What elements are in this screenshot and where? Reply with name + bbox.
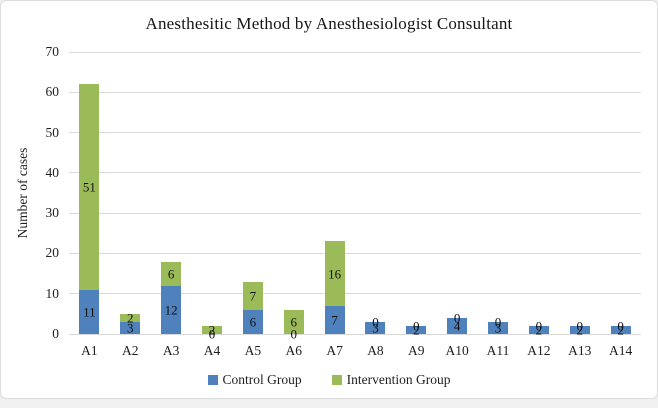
- intervention-segment-A6: [283, 309, 304, 334]
- control-segment-A7: [324, 305, 345, 334]
- gridline-50: [69, 132, 641, 134]
- y-tick-label-70: 70: [45, 44, 60, 59]
- intervention-segment-A1: [79, 84, 100, 290]
- legend: Control Group Intervention Group: [1, 372, 657, 388]
- chart-panel: Anesthesitic Method by Anesthesiologist …: [0, 0, 658, 399]
- x-axis-label-A9: A9: [408, 343, 425, 358]
- control-segment-A10: [447, 317, 468, 334]
- chart-title: Anesthesitic Method by Anesthesiologist …: [145, 14, 513, 33]
- bar-slot-A3: 12 6: [151, 52, 192, 334]
- x-axis-label-A10: A10: [445, 343, 469, 358]
- y-tick-label-50: 50: [45, 124, 60, 140]
- control-segment-A12: [528, 325, 549, 334]
- control-segment-A9: [406, 325, 427, 334]
- x-axis-label-A12: A12: [527, 343, 551, 358]
- x-axis-label-A1: A1: [81, 343, 98, 358]
- control-segment-A2: [120, 321, 141, 334]
- x-axis-label-A5: A5: [244, 343, 262, 358]
- bottom-strip: [0, 399, 658, 408]
- x-axis-label-A2: A2: [122, 343, 139, 358]
- y-axis-title: Number of cases: [15, 147, 30, 239]
- control-segment-A1: [79, 289, 100, 334]
- y-tick-label-60: 60: [45, 84, 60, 100]
- gridline-70: [69, 51, 641, 53]
- x-axis-label-A13: A13: [568, 343, 592, 358]
- gridline-10: [69, 293, 641, 295]
- y-tick-label-10: 10: [45, 285, 60, 301]
- gridline-40: [69, 172, 641, 174]
- control-segment-A5: [242, 309, 263, 334]
- legend-item-intervention-group: Intervention Group: [331, 372, 451, 388]
- bar-slot-A7: 7 16: [314, 52, 355, 334]
- control-segment-A13: [569, 325, 590, 334]
- bar-slot-A1: 11 51: [69, 52, 110, 334]
- control-segment-A11: [488, 321, 509, 334]
- gridline-60: [69, 91, 641, 93]
- y-tick-label-30: 30: [45, 205, 60, 221]
- legend-label: Control Group: [222, 372, 302, 387]
- y-tick-label-40: 40: [45, 164, 60, 180]
- legend-swatch-icon: [331, 375, 342, 385]
- control-segment-A3: [161, 285, 182, 334]
- legend-label: Intervention Group: [346, 372, 451, 387]
- intervention-segment-A5: [242, 281, 263, 310]
- intervention-segment-A2: [120, 313, 141, 322]
- intervention-segment-A7: [324, 241, 345, 306]
- x-axis-label-A3: A3: [162, 343, 180, 358]
- y-tick-label-20: 20: [45, 245, 60, 261]
- y-tick-label-0: 0: [52, 326, 59, 341]
- plot-area: [69, 51, 641, 335]
- bars-container: 11 51 3 2 12 6 0 2 6 7 0 6 7 16 3 0 2 0 4 0 3 0 2 0 2 0 2 0: [69, 52, 641, 341]
- x-axis-label-A8: A8: [367, 343, 384, 358]
- gridline-20: [69, 252, 641, 254]
- x-axis-label-A14: A14: [608, 343, 633, 358]
- x-axis-label-A7: A7: [326, 343, 343, 358]
- intervention-segment-A3: [161, 261, 182, 286]
- gridline-0: [69, 333, 641, 335]
- x-axis-label-A6: A6: [285, 343, 302, 358]
- control-segment-A8: [365, 321, 386, 334]
- control-segment-A14: [610, 325, 631, 334]
- legend-item-control-group: Control Group: [207, 372, 302, 388]
- intervention-segment-A4: [202, 325, 222, 334]
- legend-swatch-icon: [207, 375, 218, 385]
- x-axis-labels: A1 A2 A3 A4 A5 A6 A7 A8 A9 A10 A11 A12 A13 A14: [69, 343, 641, 359]
- x-axis-label-A4: A4: [203, 343, 221, 358]
- gridline-30: [69, 212, 641, 214]
- x-axis-label-A11: A11: [486, 343, 510, 358]
